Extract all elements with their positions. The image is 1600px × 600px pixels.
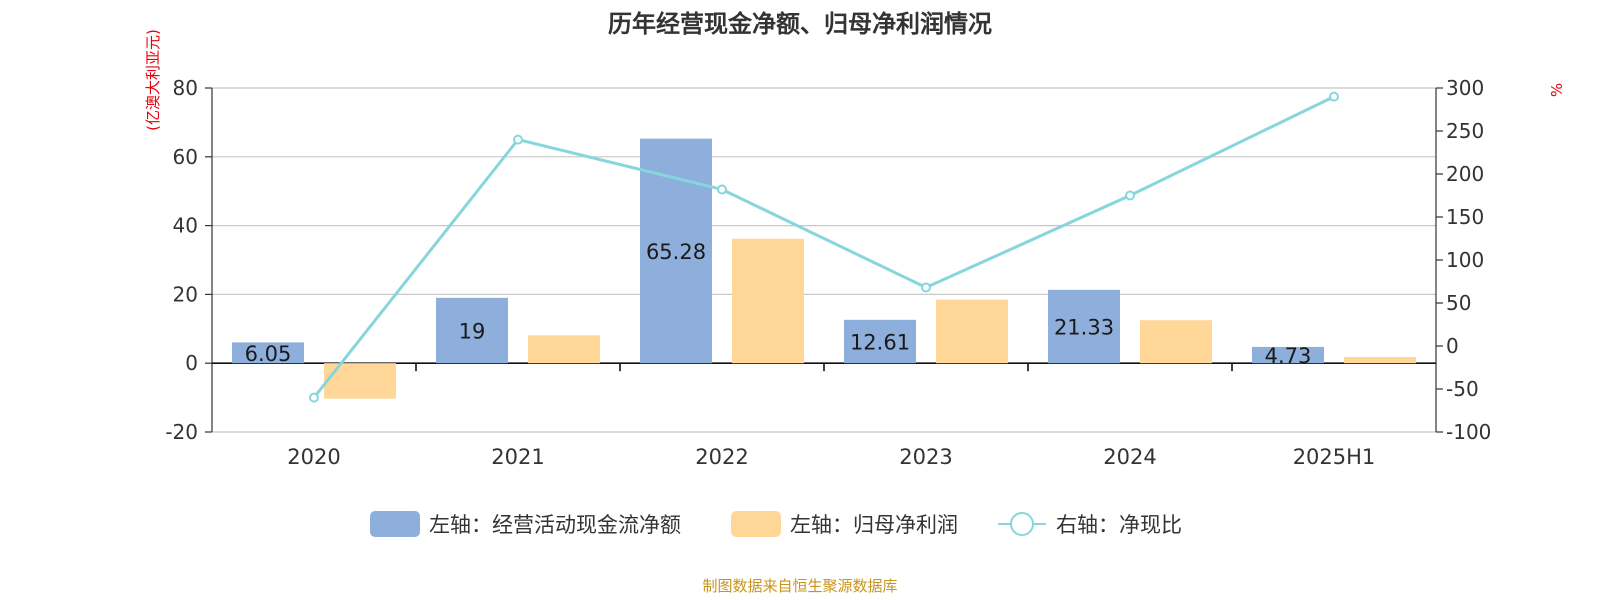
left-tick-label: 60 [173, 145, 198, 169]
ratio-line-path [312, 95, 1335, 399]
x-tick-label: 2021 [491, 445, 544, 469]
legend-marker-ratio [1010, 512, 1034, 536]
right-tick-label: 100 [1446, 248, 1484, 272]
ratio-point [1125, 190, 1135, 201]
bar-data-label: 12.61 [850, 331, 910, 355]
right-tick-label: 250 [1446, 119, 1484, 143]
x-tick-label: 2022 [695, 445, 748, 469]
x-tick-label: 2023 [899, 445, 952, 469]
bar-net-profit [1344, 357, 1416, 364]
right-tick-label: 50 [1446, 291, 1471, 315]
bar-data-label: 21.33 [1054, 316, 1114, 340]
legend-label-operating-cash-flow: 左轴：经营活动现金流净额 [429, 513, 681, 537]
legend: 左轴：经营活动现金流净额 左轴：归母净利润 右轴：净现比 [370, 511, 1182, 537]
x-tick-label: 2025H1 [1293, 445, 1376, 469]
x-tick-label: 2020 [287, 445, 340, 469]
right-tick-label: 200 [1446, 162, 1484, 186]
bar-operating-cash-flow [844, 319, 916, 364]
bar-operating-cash-flow [1048, 289, 1120, 364]
legend-swatch-net-profit [731, 511, 781, 537]
left-axis-unit: (亿澳大利亚元) [144, 29, 162, 131]
left-tick-label: 40 [173, 214, 198, 238]
bar-net-profit [1140, 320, 1212, 364]
bar-operating-cash-flow [232, 342, 304, 364]
bar-operating-cash-flow [640, 138, 712, 364]
left-tick-label: 20 [173, 282, 198, 306]
grid-lines [212, 87, 1436, 433]
legend-label-ratio: 右轴：净现比 [1056, 513, 1182, 537]
bar-operating-cash-flow [1252, 346, 1324, 364]
legend-label-net-profit: 左轴：归母净利润 [790, 513, 958, 537]
ratio-point [921, 282, 931, 293]
bar-net-profit [936, 299, 1008, 364]
right-axis-unit: % [1548, 83, 1566, 97]
chart-title: 历年经营现金净额、归母净利润情况 [608, 10, 992, 38]
right-tick-label: 150 [1446, 205, 1484, 229]
bar-data-label: 19 [459, 320, 486, 344]
right-tick-label: -50 [1446, 377, 1479, 401]
right-tick-label: 300 [1446, 76, 1484, 100]
x-tick-label: 2024 [1103, 445, 1156, 469]
left-tick-label: 0 [185, 351, 198, 375]
left-tick-label: -20 [165, 420, 198, 444]
ratio-line [309, 91, 1339, 403]
source-note: 制图数据来自恒生聚源数据库 [702, 577, 897, 595]
right-tick-label: -100 [1446, 420, 1491, 444]
bar-data-label: 65.28 [646, 240, 706, 264]
ratio-point [1329, 91, 1339, 102]
bar-net-profit [324, 363, 396, 399]
bar-net-profit [732, 238, 804, 364]
ratio-point [309, 392, 319, 403]
right-tick-label: 0 [1446, 334, 1459, 358]
bar-operating-cash-flow [436, 297, 508, 364]
left-tick-label: 80 [173, 76, 198, 100]
ratio-point [717, 184, 727, 195]
ratio-point [513, 134, 523, 145]
bars [232, 138, 1416, 399]
bar-data-label: 4.73 [1265, 344, 1312, 368]
axes: -20 0 20 40 60 80 -100 -50 0 50 100 150 200 250 300 202… [165, 76, 1491, 469]
data-labels: 6.05 19 65.28 12.61 21.33 4.73 [245, 240, 1312, 368]
legend-swatch-operating-cash-flow [370, 511, 420, 537]
bar-data-label: 6.05 [245, 342, 292, 366]
bar-net-profit [528, 335, 600, 364]
